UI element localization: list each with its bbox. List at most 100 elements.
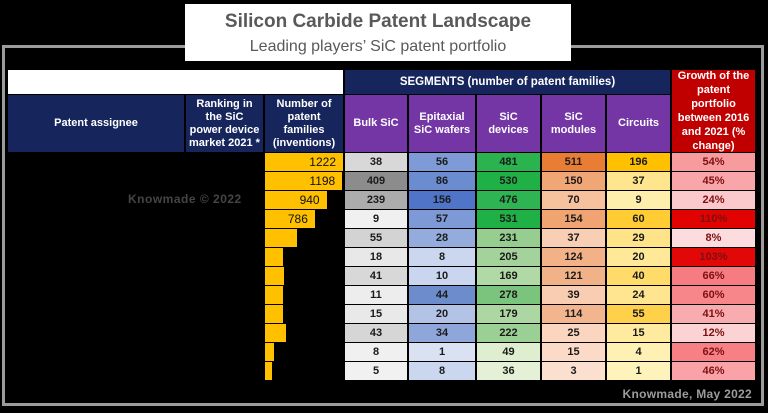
segment-cell: 55: [607, 305, 670, 323]
segment-cell: 20: [409, 305, 475, 323]
segment-cell: 10: [409, 267, 475, 285]
families-bar: [265, 362, 273, 380]
segment-cell: 154: [542, 210, 605, 228]
ranking-column-header: Ranking in the SiC power device market 2…: [186, 95, 263, 152]
families-bar: [265, 286, 283, 304]
segment-cell: 481: [477, 153, 540, 171]
segment-cell: 15: [542, 343, 605, 361]
segment-cell: 60: [607, 210, 670, 228]
page-subtitle: Leading players’ SiC patent portfolio: [249, 38, 507, 55]
segment-cell: 121: [542, 267, 605, 285]
segment-cell: 124: [542, 248, 605, 266]
families-bar-cell: [265, 324, 343, 342]
growth-cell: 54%: [672, 153, 755, 171]
segment-cell: 8: [409, 248, 475, 266]
growth-column-header: Growth of the patent portfolio between 2…: [672, 70, 755, 152]
segment-cell: 8: [409, 362, 475, 380]
segment-header-sic-modules: SiC modules: [542, 95, 605, 152]
families-bar: [265, 305, 283, 323]
families-bar-cell: [265, 305, 343, 323]
families-bar: 786: [265, 210, 315, 228]
segment-cell: 9: [345, 210, 407, 228]
page-title: Silicon Carbide Patent Landscape: [224, 11, 532, 32]
segment-cell: 38: [345, 153, 407, 171]
families-bar-cell: [265, 229, 343, 247]
families-bar-cell: [265, 286, 343, 304]
segment-cell: 409: [345, 172, 407, 190]
header-spacer-cell: [8, 70, 343, 94]
segment-cell: 196: [607, 153, 670, 171]
families-column-header: Number of patent families (inventions): [265, 95, 343, 152]
growth-cell: 66%: [672, 267, 755, 285]
segment-cell: 231: [477, 229, 540, 247]
segment-cell: 530: [477, 172, 540, 190]
segment-cell: 86: [409, 172, 475, 190]
segment-cell: 70: [542, 191, 605, 209]
segment-cell: 239: [345, 191, 407, 209]
families-bar-cell: [265, 343, 343, 361]
segment-cell: 20: [607, 248, 670, 266]
segment-header-epitaxial-wafers: Epitaxial SiC wafers: [409, 95, 475, 152]
segment-cell: 24: [607, 286, 670, 304]
families-bar: [265, 229, 297, 247]
segment-cell: 9: [607, 191, 670, 209]
growth-cell: 12%: [672, 324, 755, 342]
segment-cell: 531: [477, 210, 540, 228]
families-bar-cell: 940: [265, 191, 343, 209]
segment-header-circuits: Circuits: [607, 95, 670, 152]
segment-header-bulk-sic: Bulk SiC: [345, 95, 407, 152]
families-bar-cell: [265, 267, 343, 285]
families-bar: 1198: [265, 172, 343, 190]
families-bar: [265, 267, 284, 285]
segment-cell: 5: [345, 362, 407, 380]
families-bar-cell: [265, 248, 343, 266]
segment-cell: 4: [607, 343, 670, 361]
segment-cell: 28: [409, 229, 475, 247]
segment-cell: 57: [409, 210, 475, 228]
segment-cell: 36: [477, 362, 540, 380]
segment-cell: 55: [345, 229, 407, 247]
title-box: Silicon Carbide Patent Landscape Leading…: [185, 4, 571, 61]
segment-cell: 114: [542, 305, 605, 323]
segment-cell: 3: [542, 362, 605, 380]
growth-cell: 110%: [672, 210, 755, 228]
segment-cell: 222: [477, 324, 540, 342]
segment-cell: 1: [409, 343, 475, 361]
growth-cell: 60%: [672, 286, 755, 304]
segment-cell: 169: [477, 267, 540, 285]
segment-cell: 15: [607, 324, 670, 342]
families-bar-cell: 786: [265, 210, 343, 228]
segment-cell: 476: [477, 191, 540, 209]
families-bar-cell: [265, 362, 343, 380]
segment-cell: 37: [607, 172, 670, 190]
segment-cell: 11: [345, 286, 407, 304]
families-bar: [265, 324, 287, 342]
segment-cell: 56: [409, 153, 475, 171]
segment-cell: 511: [542, 153, 605, 171]
segment-cell: 39: [542, 286, 605, 304]
growth-cell: 8%: [672, 229, 755, 247]
growth-cell: 103%: [672, 248, 755, 266]
growth-cell: 45%: [672, 172, 755, 190]
growth-cell: 62%: [672, 343, 755, 361]
families-bar-cell: 1222: [265, 153, 343, 171]
segment-cell: 8: [345, 343, 407, 361]
segment-cell: 18: [345, 248, 407, 266]
segment-cell: 41: [345, 267, 407, 285]
segment-cell: 37: [542, 229, 605, 247]
families-bar: [265, 248, 283, 266]
segment-cell: 1: [607, 362, 670, 380]
segment-cell: 205: [477, 248, 540, 266]
segment-header-sic-devices: SiC devices: [477, 95, 540, 152]
watermark-bottom-right: Knowmade, May 2022: [622, 387, 752, 401]
segment-cell: 44: [409, 286, 475, 304]
families-bar: [265, 343, 274, 361]
segment-cell: 179: [477, 305, 540, 323]
growth-cell: 24%: [672, 191, 755, 209]
segment-cell: 49: [477, 343, 540, 361]
families-bar-cell: 1198: [265, 172, 343, 190]
segment-cell: 150: [542, 172, 605, 190]
segment-cell: 25: [542, 324, 605, 342]
segment-cell: 156: [409, 191, 475, 209]
assignee-column-header: Patent assignee: [8, 95, 184, 152]
